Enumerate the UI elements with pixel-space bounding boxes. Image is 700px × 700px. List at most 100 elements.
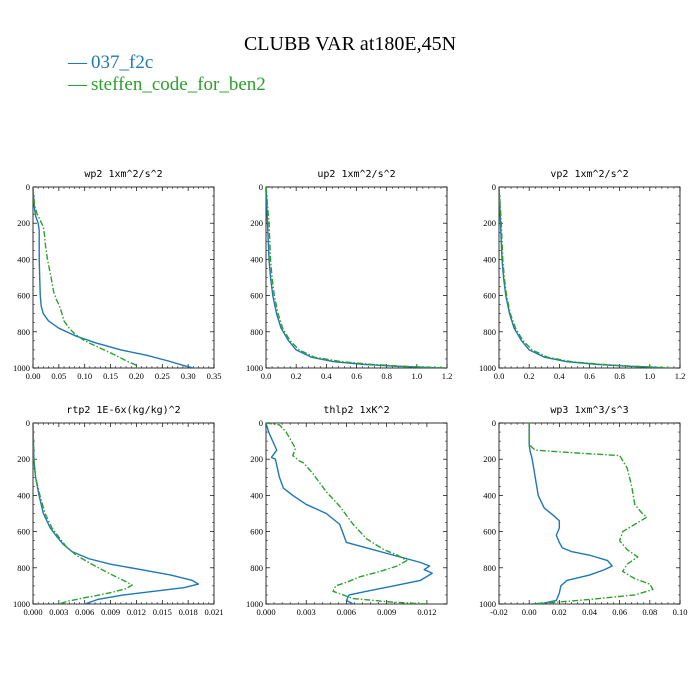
y-tick-label: 0 [259,418,263,428]
legend-marker: — [67,52,88,73]
y-tick-label: 400 [17,490,30,500]
y-tick-label: 400 [17,254,30,264]
y-tick-label: 0 [26,418,30,428]
x-tick-label: 0.4 [321,371,332,381]
x-tick-label: 0.6 [584,371,595,381]
x-tick-label: 0.20 [129,371,144,381]
y-tick-label: 400 [250,490,263,500]
y-tick-label: 1000 [246,599,263,609]
y-tick-label: 400 [250,254,263,264]
figure-title: CLUBB VAR at180E,45N [244,33,456,55]
x-tick-label: 0.2 [524,371,535,381]
y-tick-label: 600 [483,527,496,537]
plot-frame [32,422,215,605]
y-tick-label: 600 [483,291,496,301]
y-tick-label: 1000 [479,599,496,609]
x-tick-label: 0.0 [261,371,272,381]
y-tick-label: 0 [259,182,263,192]
x-tick-label: -0.02 [490,607,508,617]
y-tick-label: 200 [250,218,263,228]
chart-title: rtp2 1E-6x(kg/kg)^2 [66,405,180,416]
x-tick-label: 0.04 [582,607,598,617]
series-line [33,187,138,368]
x-tick-label: 0.02 [552,607,567,617]
series-line [266,187,447,368]
x-tick-label: 0.012 [417,607,436,617]
y-tick-label: 800 [483,563,496,573]
x-tick-label: 0.25 [155,371,170,381]
x-tick-label: 0.021 [204,607,223,617]
x-tick-label: 0.009 [101,607,120,617]
legend-entry-037-f2c: —037_f2c [67,52,153,73]
x-tick-label: 0.000 [23,607,42,617]
plot-frame [265,186,448,369]
x-tick-label: 0.003 [49,607,68,617]
x-tick-label: 1.0 [645,371,656,381]
series-line [33,423,133,604]
legend-label: 037_f2c [91,52,153,73]
series-line [499,187,673,368]
chart-title: vp2 1xm^2/s^2 [550,169,628,180]
legend: —037_f2c — steffen_code_for_ben2 [67,52,266,95]
chart-panel: wp2 1xm^2/s^2 0.00 0.05 0.10 0.15 0.20 0.25 0.3… [13,169,221,381]
chart-panel: rtp2 1E-6x(kg/kg)^2 0.000 0.003 0.006 0.009 0… [13,405,224,617]
x-tick-label: 0.30 [181,371,196,381]
legend-label: steffen_code_for_ben2 [91,74,266,95]
chart-panel: up2 1xm^2/s^2 0.0 0.2 0.4 0.6 0.8 1.0 1.2 0 200 40… [246,169,452,381]
y-tick-label: 800 [17,327,30,337]
chart-panel: thlp2 1xK^2 0.000 0.003 0.006 0.009 0.012 0 200… [246,405,448,617]
legend-marker: — [67,74,88,95]
x-tick-label: 0.2 [291,371,302,381]
x-tick-label: 0.018 [179,607,198,617]
legend-entry-steffen-code: — steffen_code_for_ben2 [67,74,266,95]
x-tick-label: 0.00 [522,607,537,617]
y-tick-label: 0 [492,182,496,192]
chart-title: thlp2 1xK^2 [323,405,389,416]
series-line [266,423,433,604]
x-tick-label: 0.003 [297,607,316,617]
x-tick-label: 0.009 [377,607,396,617]
y-tick-label: 0 [26,182,30,192]
y-tick-label: 200 [483,454,496,464]
y-tick-label: 400 [483,490,496,500]
series-line [33,423,200,604]
x-tick-label: 0.10 [673,607,688,617]
chart-panel: wp3 1xm^3/s^3 -0.02 0.00 0.02 0.04 0.06 0.08 0.… [479,405,687,617]
x-tick-label: 0.08 [642,607,657,617]
x-tick-label: 0.35 [207,371,222,381]
y-tick-label: 400 [483,254,496,264]
x-tick-label: 0.8 [381,371,392,381]
plot-frame [265,422,448,605]
plot-frame [498,186,681,369]
series-line [266,187,440,368]
x-tick-label: 0.015 [153,607,172,617]
x-tick-label: 0.15 [103,371,118,381]
y-tick-label: 200 [17,454,30,464]
y-tick-label: 200 [17,218,30,228]
y-tick-label: 1000 [13,599,30,609]
x-tick-label: 0.006 [75,607,94,617]
y-tick-label: 600 [17,291,30,301]
x-tick-label: 0.00 [26,371,41,381]
y-tick-label: 600 [17,527,30,537]
y-tick-label: 200 [483,218,496,228]
series-line [528,423,613,604]
y-tick-label: 200 [250,454,263,464]
chart-panel: vp2 1xm^2/s^2 0.0 0.2 0.4 0.6 0.8 1.0 1.2 0 200 40… [479,169,685,381]
chart-title: wp2 1xm^2/s^2 [84,169,162,180]
x-tick-label: 0.012 [127,607,146,617]
series-line [528,423,654,604]
y-tick-label: 1000 [13,363,30,373]
y-tick-label: 800 [483,327,496,337]
x-tick-label: 0.6 [351,371,362,381]
y-tick-label: 600 [250,291,263,301]
x-tick-label: 1.2 [675,371,686,381]
panels: wp2 1xm^2/s^20.00 0.05 0.10 0.15 0.20 0.25 0.3… [13,169,687,617]
series-line [33,187,194,368]
x-tick-label: 1.2 [442,371,453,381]
series-line [266,423,427,604]
y-tick-label: 800 [17,563,30,573]
x-tick-label: 0.06 [612,607,627,617]
x-tick-label: 1.0 [412,371,423,381]
chart-title: wp3 1xm^3/s^3 [550,405,628,416]
